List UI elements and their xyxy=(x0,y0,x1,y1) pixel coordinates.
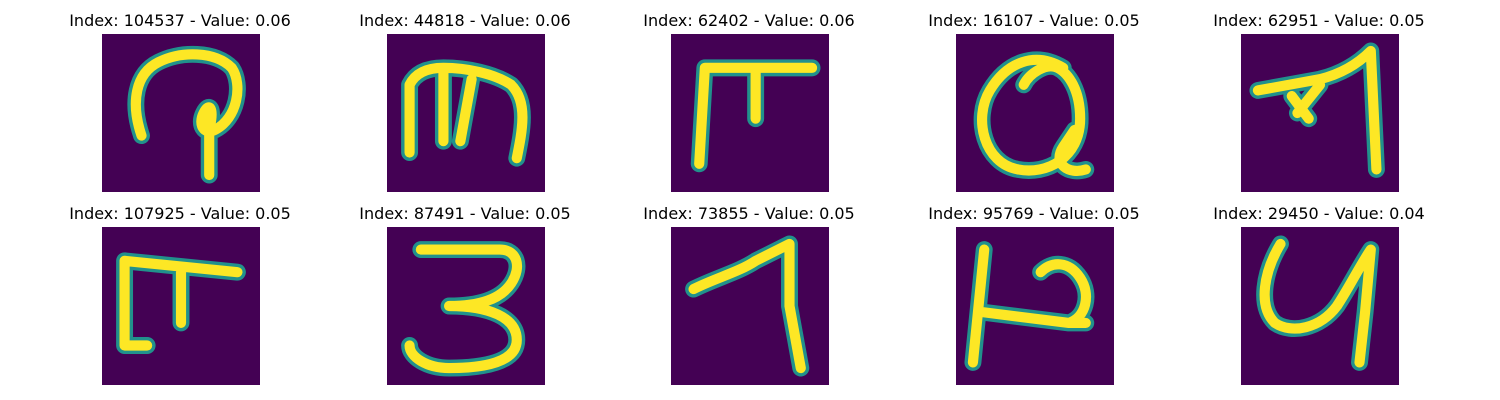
glyph-image xyxy=(671,227,829,385)
glyph-image xyxy=(956,34,1114,192)
glyph-digit-3-shape xyxy=(387,227,545,385)
glyph-arrow-like-shape xyxy=(1241,34,1399,192)
glyph-q-like-shape xyxy=(956,34,1114,192)
grid-panel: Index: 95769 - Value: 0.05 xyxy=(904,204,1164,385)
glyph-image xyxy=(102,34,260,192)
panel-title: Index: 62951 - Value: 0.05 xyxy=(1213,11,1425,30)
glyph-digit-1-shape xyxy=(671,227,829,385)
grid-panel: Index: 107925 - Value: 0.05 xyxy=(50,204,310,385)
panel-title: Index: 87491 - Value: 0.05 xyxy=(359,204,571,223)
glyph-t-like-shape xyxy=(671,34,829,192)
glyph-image xyxy=(387,227,545,385)
panel-title: Index: 29450 - Value: 0.04 xyxy=(1213,204,1425,223)
panel-title: Index: 16107 - Value: 0.05 xyxy=(928,11,1140,30)
panel-title: Index: 62402 - Value: 0.06 xyxy=(643,11,855,30)
glyph-u-like-shape xyxy=(1241,227,1399,385)
panel-title: Index: 95769 - Value: 0.05 xyxy=(928,204,1140,223)
grid-panel: Index: 87491 - Value: 0.05 xyxy=(335,204,595,385)
glyph-m-like-shape xyxy=(387,34,545,192)
panel-title: Index: 44818 - Value: 0.06 xyxy=(359,11,571,30)
panel-title: Index: 104537 - Value: 0.06 xyxy=(69,11,291,30)
grid-panel: Index: 62951 - Value: 0.05 xyxy=(1189,11,1449,192)
glyph-image xyxy=(1241,227,1399,385)
glyph-image xyxy=(102,227,260,385)
glyph-image xyxy=(956,227,1114,385)
grid-panel: Index: 16107 - Value: 0.05 xyxy=(904,11,1164,192)
grid-panel: Index: 44818 - Value: 0.06 xyxy=(335,11,595,192)
glyph-p-like-shape xyxy=(102,34,260,192)
glyph-image xyxy=(387,34,545,192)
panel-title: Index: 107925 - Value: 0.05 xyxy=(69,204,291,223)
glyph-h-like-shape xyxy=(956,227,1114,385)
grid-panel: Index: 104537 - Value: 0.06 xyxy=(50,11,310,192)
grid-panel: Index: 73855 - Value: 0.05 xyxy=(619,204,879,385)
panel-title: Index: 73855 - Value: 0.05 xyxy=(643,204,855,223)
glyph-image xyxy=(671,34,829,192)
grid-panel: Index: 29450 - Value: 0.04 xyxy=(1189,204,1449,385)
glyph-image xyxy=(1241,34,1399,192)
glyph-f-like-shape xyxy=(102,227,260,385)
grid-panel: Index: 62402 - Value: 0.06 xyxy=(619,11,879,192)
